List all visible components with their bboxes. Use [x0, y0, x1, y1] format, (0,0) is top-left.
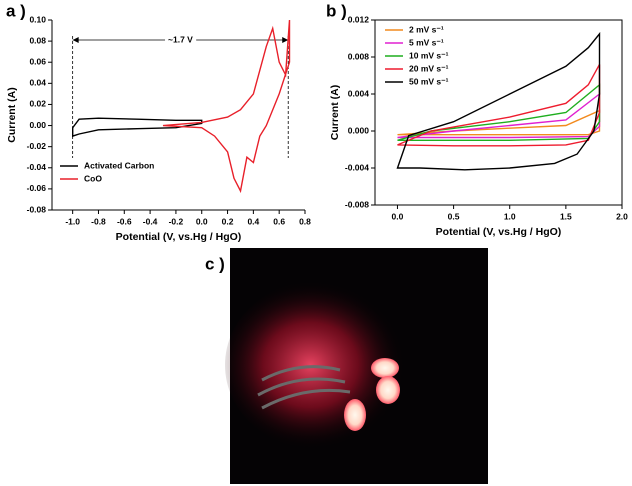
led — [371, 358, 399, 378]
plot-frame — [374, 19, 623, 206]
y-tick-label: 0.10 — [29, 14, 46, 24]
panel-label: b ) — [326, 1, 347, 20]
x-tick-label: 0.4 — [247, 216, 259, 226]
legend-label: 20 mV s⁻¹ — [409, 63, 449, 73]
y-tick-label: -0.06 — [27, 183, 47, 193]
legend-label: 50 mV s⁻¹ — [409, 76, 449, 86]
y-tick-label: 0.004 — [348, 88, 370, 98]
x-tick-label: -0.2 — [169, 216, 184, 226]
red-glow — [225, 280, 415, 450]
x-tick-label: 0.2 — [222, 216, 234, 226]
y-tick-label: 0.012 — [348, 14, 370, 24]
y-tick-label: 0.02 — [29, 99, 46, 109]
x-tick-label: -0.8 — [91, 216, 106, 226]
y-tick-label: -0.02 — [27, 141, 47, 151]
photo — [225, 248, 488, 484]
legend-label: 5 mV s⁻¹ — [409, 37, 444, 47]
y-tick-label: 0.008 — [348, 51, 370, 61]
panel-label: a ) — [6, 1, 26, 20]
y-tick-label: -0.08 — [27, 204, 47, 214]
chart: b ) -0.008 -0.004 0.000 0.004 0.008 0.012 0.0 0.… — [326, 1, 628, 237]
legend-label: CoO — [84, 173, 102, 183]
x-tick-label: 0.0 — [196, 216, 208, 226]
x-tick-label: 2.0 — [616, 211, 628, 221]
chart: a ) -0.08 -0.06 -0.04 -0.02 0.00 0.02 0.04 0.06 0… — [6, 1, 311, 242]
x-tick-label: 0.6 — [273, 216, 285, 226]
x-axis-title: Potential (V, vs.Hg / HgO) — [116, 231, 242, 243]
y-tick-label: 0.08 — [29, 35, 46, 45]
y-tick-label: -0.008 — [345, 199, 369, 209]
legend-label: 2 mV s⁻¹ — [409, 24, 444, 34]
curve — [162, 19, 291, 194]
curve — [396, 31, 601, 171]
led — [376, 376, 400, 404]
legend-label: 10 mV s⁻¹ — [409, 50, 449, 60]
curve — [72, 117, 203, 138]
y-axis-title: Current (A) — [329, 85, 341, 140]
y-tick-label: -0.04 — [27, 162, 47, 172]
annotation-bg — [165, 34, 197, 45]
y-tick-label: 0.00 — [29, 120, 46, 130]
x-tick-label: 0.0 — [392, 211, 404, 221]
legend-label: Activated Carbon — [84, 160, 154, 170]
x-axis-title: Potential (V, vs.Hg / HgO) — [436, 226, 562, 238]
y-tick-label: 0.000 — [348, 125, 370, 135]
y-tick-label: -0.004 — [345, 162, 369, 172]
x-tick-label: 0.8 — [299, 216, 311, 226]
coil — [257, 365, 351, 410]
led — [344, 399, 366, 431]
y-tick-label: 0.06 — [29, 56, 46, 66]
x-tick-label: 1.5 — [560, 211, 572, 221]
x-tick-label: -0.6 — [117, 216, 132, 226]
x-tick-label: -0.4 — [143, 216, 158, 226]
y-axis-title: Current (A) — [6, 87, 18, 142]
x-tick-label: -1.0 — [65, 216, 80, 226]
x-tick-label: 1.0 — [504, 211, 516, 221]
x-tick-label: 0.5 — [448, 211, 460, 221]
y-tick-label: 0.04 — [29, 78, 46, 88]
panel-label: c ) — [205, 254, 225, 273]
annotation: ~1.7 V — [168, 34, 193, 44]
